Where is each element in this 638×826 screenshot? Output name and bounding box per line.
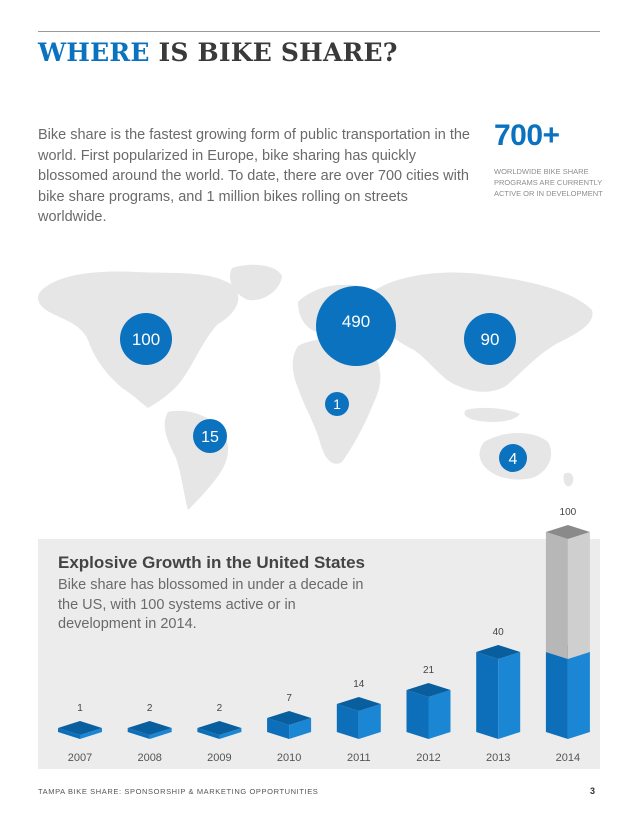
bar-2012-active-front	[406, 690, 429, 739]
bar-2010-active-top	[267, 711, 312, 725]
bar-2014-development-front	[545, 532, 568, 659]
bar-2014-development-side	[567, 532, 590, 659]
year-label-2008: 2008	[137, 752, 161, 764]
bubble-asia-label: 90	[481, 330, 500, 349]
value-label-2009: 2	[217, 703, 223, 714]
bar-2008-active-front	[127, 728, 150, 739]
bar-2011-active-side	[358, 704, 381, 739]
growth-text: Bike share has blossomed in under a deca…	[58, 577, 364, 632]
bar-2011-active-front	[336, 704, 359, 739]
map-greenland	[229, 264, 282, 301]
value-label-2011: 14	[353, 679, 365, 690]
year-label-2007: 2007	[68, 752, 92, 764]
header-rule	[38, 31, 600, 32]
page-title-rest: IS BIKE SHARE?	[158, 38, 398, 67]
bubble-europe-label: 490	[342, 312, 370, 331]
value-label-2012: 21	[423, 665, 435, 676]
year-label-2010: 2010	[277, 752, 301, 764]
bar-2009-active-side	[219, 728, 242, 739]
bar-2007-active-front	[58, 728, 80, 739]
footer-text: TAMPA BIKE SHARE: SPONSORSHIP & MARKETIN…	[38, 787, 319, 796]
bar-2009-active-top	[197, 721, 242, 735]
map-new-zealand	[563, 472, 574, 487]
bubble-north-america: 100	[120, 313, 172, 365]
page-title-accent: WHERE	[38, 38, 150, 67]
year-label-2013: 2013	[486, 752, 510, 764]
value-label-2013: 40	[493, 627, 505, 638]
value-label-2008: 2	[147, 703, 153, 714]
bubble-north-america-label: 100	[132, 330, 160, 349]
year-label-2011: 2011	[347, 752, 371, 764]
value-label-2007: 1	[77, 703, 83, 714]
bar-2012-active-side	[428, 690, 451, 739]
bubble-africa: 1	[325, 392, 349, 416]
bubble-australia: 4	[499, 444, 527, 472]
year-label-2009: 2009	[207, 752, 231, 764]
bar-2013-active-top	[476, 645, 521, 659]
map-indonesia	[464, 407, 520, 422]
bar-2013-active-front	[476, 652, 499, 739]
growth-title: Explosive Growth in the United States	[58, 553, 365, 572]
value-label-2010: 7	[286, 693, 292, 704]
bubble-europe: 490	[316, 286, 396, 366]
bubble-australia-label: 4	[509, 451, 518, 468]
bar-2013-active-side	[498, 652, 521, 739]
bubble-africa-label: 1	[333, 396, 341, 412]
year-label-2012: 2012	[416, 752, 440, 764]
bar-2011-active-top	[336, 697, 381, 711]
bar-2014-active-front	[545, 652, 568, 739]
year-label-2014: 2014	[556, 752, 580, 764]
bar-2012-active-top	[406, 683, 451, 697]
value-label-2014: 100	[560, 507, 577, 518]
stat-value: 700+	[494, 119, 560, 152]
bar-2007-active-top	[58, 721, 102, 735]
bar-2009-active-front	[197, 728, 220, 739]
bar-2008-active-side	[149, 728, 172, 739]
bar-2014-active-side	[567, 652, 590, 739]
bar-2007-active-side	[80, 728, 102, 739]
bar-2008-active-top	[127, 721, 172, 735]
intro-paragraph: Bike share is the fastest growing form o…	[38, 127, 470, 225]
bubble-south-america-label: 15	[201, 429, 219, 446]
bubble-asia: 90	[464, 313, 516, 365]
bubble-south-america: 15	[193, 419, 227, 453]
page-number: 3	[590, 786, 596, 796]
stat-caption: WORLDWIDE BIKE SHARE PROGRAMS ARE CURREN…	[494, 167, 603, 198]
bar-2014-development-top	[545, 525, 590, 539]
page-title: WHERE IS BIKE SHARE?	[38, 38, 398, 67]
world-map: 100 490 90 1 15 4	[38, 264, 593, 510]
